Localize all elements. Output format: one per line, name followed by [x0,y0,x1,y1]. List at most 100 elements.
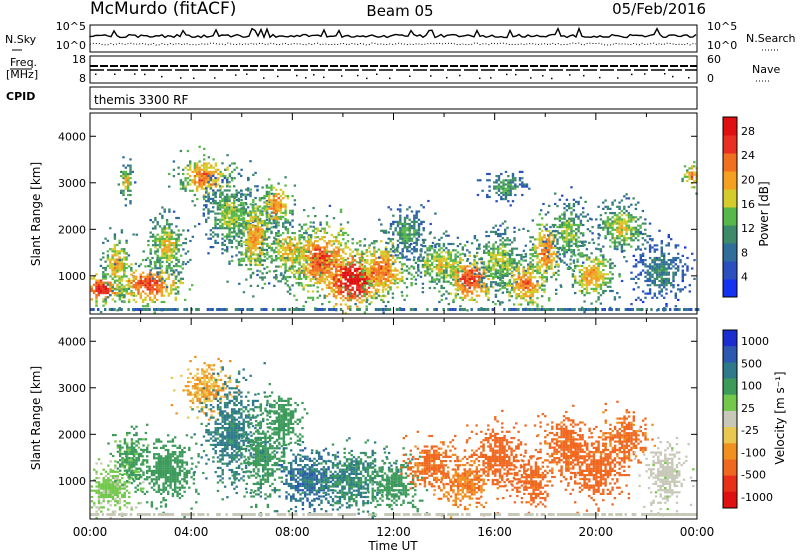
heatmap-cell [381,288,385,291]
heatmap-cell [316,277,319,280]
heatmap-cell [534,290,537,294]
heatmap-cell [389,279,392,283]
heatmap-cell [540,209,543,212]
heatmap-cell [328,261,331,264]
heatmap-cell [113,264,117,267]
heatmap-cell [279,209,283,212]
heatmap-cell [196,164,199,167]
heatmap-cell [413,235,416,238]
heatmap-cell [235,195,238,198]
heatmap-cell [106,239,110,242]
heatmap-cell [231,259,234,262]
heatmap-cell [226,246,229,249]
heatmap-cell [118,285,121,288]
heatmap-cell [447,261,450,264]
heatmap-cell [518,170,522,173]
heatmap-cell [396,249,399,252]
heatmap-cell [130,269,133,272]
heatmap-cell [223,206,227,209]
heatmap-cell [571,275,575,278]
heatmap-cell [297,248,301,251]
heatmap-cell [109,227,112,230]
heatmap-cell [449,274,453,277]
heatmap-cell [581,289,584,293]
heatmap-cell [325,269,329,272]
heatmap-cell [163,252,166,255]
heatmap-cell [470,269,474,272]
heatmap-cell [151,290,154,293]
heatmap-cell [506,264,509,267]
heatmap-cell [99,310,103,314]
heatmap-cell [602,258,605,261]
heatmap-cell [151,267,154,270]
heatmap-cell [531,295,534,298]
heatmap-cell [531,263,534,266]
heatmap-cell [428,268,432,271]
heatmap-cell [518,253,521,257]
heatmap-cell [165,288,168,291]
heatmap-cell [380,254,383,257]
heatmap-cell [265,190,269,193]
heatmap-cell [314,240,317,243]
heatmap-cell [277,218,280,221]
heatmap-cell [242,211,246,214]
heatmap-cell [452,242,455,246]
heatmap-cell [452,300,455,304]
heatmap-cell [163,271,166,274]
heatmap-cell [415,243,418,247]
heatmap-cell [337,278,340,281]
heatmap-cell [588,258,591,261]
heatmap-cell [475,254,478,257]
heatmap-cell [279,199,283,202]
heatmap-cell [312,252,315,256]
heatmap-cell [501,262,505,265]
heatmap-cell [160,282,163,285]
heatmap-cell [139,273,142,276]
heatmap-cell [132,284,135,287]
heatmap-cell [377,261,381,264]
heatmap-cell [207,170,211,173]
heatmap-cell [97,292,100,295]
heatmap-cell [259,276,262,279]
heatmap-cell [203,198,206,201]
heatmap-cell [240,192,243,195]
heatmap-cell [163,244,166,247]
heatmap-cell [300,254,303,257]
heatmap-cell [196,168,199,171]
heatmap-cell [146,303,149,306]
heatmap-cell [548,229,551,233]
heatmap-cell [242,224,246,227]
heatmap-cell [202,195,205,198]
heatmap-cell [172,244,176,247]
heatmap-cell [224,249,227,252]
heatmap-cell [377,279,381,283]
heatmap-cell [122,191,125,194]
heatmap-cell [547,234,550,237]
heatmap-cell [95,279,98,282]
heatmap-cell [311,267,315,270]
heatmap-cell [509,185,512,188]
heatmap-cell [160,279,163,283]
heatmap-cell [118,252,121,255]
heatmap-cell [377,277,381,280]
heatmap-cell [360,259,364,262]
heatmap-cell [445,267,448,270]
heatmap-cell [428,263,432,267]
heatmap-cell [233,168,236,171]
heatmap-cell [529,278,532,281]
heatmap-cell [233,229,236,232]
heatmap-cell [445,259,448,262]
heatmap-cell [577,244,580,247]
heatmap-cell [291,259,294,262]
heatmap-cell [120,175,123,178]
nsky-trace [89,26,697,46]
heatmap-cell [570,240,573,243]
heatmap-cell [368,284,371,287]
heatmap-cell [284,276,287,279]
heatmap-cell [165,265,169,268]
heatmap-cell [382,252,385,255]
heatmap-cell [231,170,234,173]
heatmap-cell [182,181,185,184]
heatmap-cell [165,248,169,251]
heatmap-cell [323,267,326,270]
